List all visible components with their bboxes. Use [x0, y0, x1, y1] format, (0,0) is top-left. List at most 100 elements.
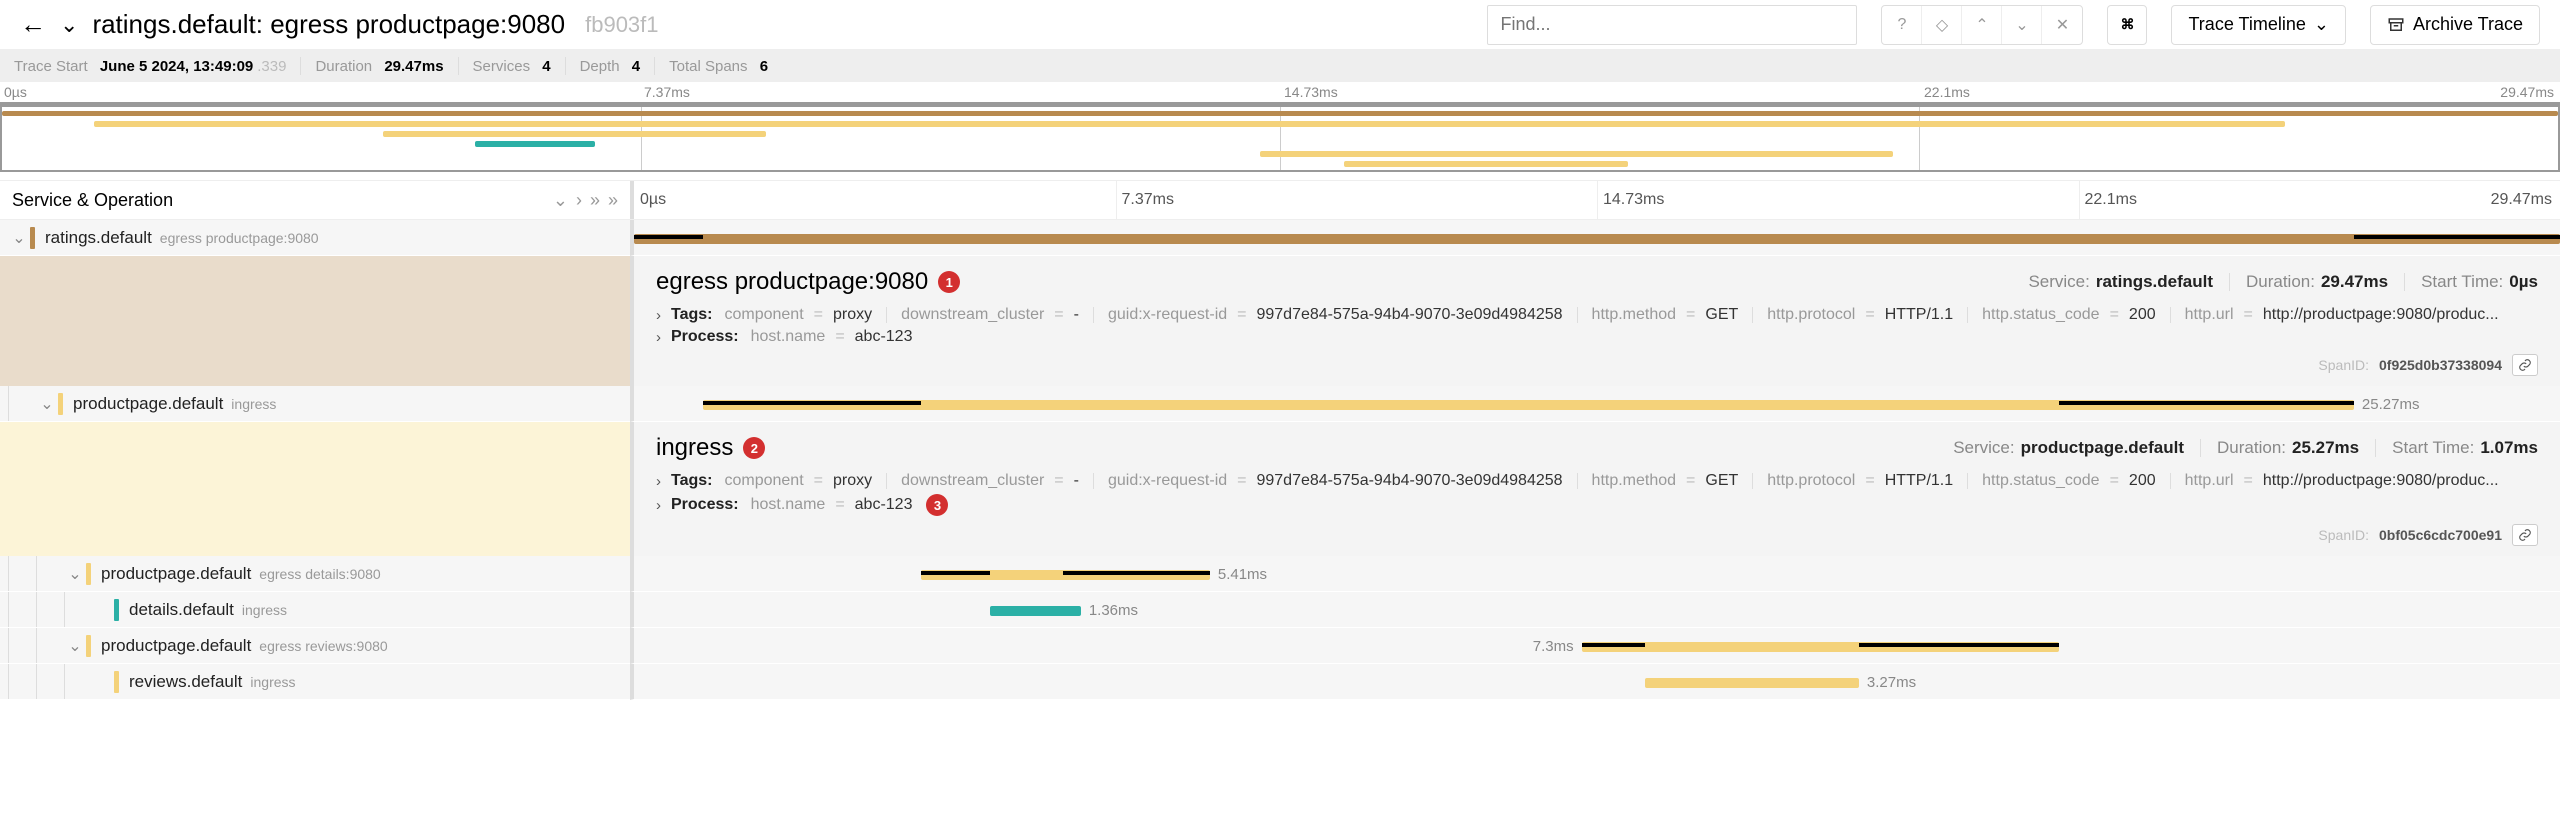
span-bar[interactable] [634, 234, 2560, 244]
service-color-tick [30, 227, 35, 249]
back-arrow-icon[interactable]: ← [20, 9, 46, 40]
tag-value: HTTP/1.1 [1885, 306, 1953, 324]
minimap-span [475, 141, 595, 147]
detail-duration-value: 25.27ms [2292, 438, 2359, 458]
tag-key: http.status_code [1982, 472, 2099, 490]
service-color-tick [86, 563, 91, 585]
tree-controls: ⌄ › » » [553, 190, 618, 211]
next-match-icon[interactable]: ⌄ [2002, 6, 2042, 44]
copy-span-id-button[interactable] [2512, 524, 2538, 546]
tag-key: http.url [2185, 306, 2234, 324]
span-detail: ingress2Service: productpage.defaultDura… [0, 422, 2560, 556]
annotation-badge: 1 [938, 271, 960, 293]
keyboard-shortcuts-button[interactable]: ⌘ [2107, 5, 2147, 45]
prev-match-icon[interactable]: ⌃ [1962, 6, 2002, 44]
row-chevron-icon[interactable]: ⌄ [64, 564, 86, 584]
help-icon[interactable]: ? [1882, 6, 1922, 44]
chevron-right-icon[interactable]: › [656, 329, 661, 346]
span-id-value: 0bf05c6cdc700e91 [2379, 527, 2502, 543]
expand-one-icon[interactable]: › [576, 190, 582, 211]
kv-section-label: Tags: [671, 306, 712, 324]
tick-label: 7.37ms [644, 84, 690, 100]
tag-key: http.protocol [1767, 472, 1855, 490]
span-row[interactable]: ⌄productpage.defaultingress25.27ms [0, 386, 2560, 422]
minimap-span [1260, 151, 1894, 157]
service-color-tick [86, 635, 91, 657]
span-grid: ⌄ratings.defaultegress productpage:9080e… [0, 220, 2560, 700]
minimap-span [94, 121, 2284, 127]
tick-label: 22.1ms [1924, 84, 1970, 100]
operation-name: egress details:9080 [259, 566, 380, 582]
detail-duration-label: Duration: [2217, 438, 2286, 458]
span-id-value: 0f925d0b37338094 [2379, 357, 2502, 373]
span-bar[interactable] [1645, 678, 1859, 688]
tag-value: 200 [2129, 306, 2156, 324]
tag-key: component [724, 306, 803, 324]
detail-start-label: Start Time: [2392, 438, 2474, 458]
tag-value: abc-123 [855, 328, 913, 346]
tag-key: http.status_code [1982, 306, 2099, 324]
tag-value: 997d7e84-575a-94b4-9070-3e09d4984258 [1256, 306, 1562, 324]
copy-span-id-button[interactable] [2512, 354, 2538, 376]
link-icon [2518, 528, 2532, 542]
service-name: details.default [129, 600, 234, 620]
row-chevron-icon[interactable]: ⌄ [64, 636, 86, 656]
service-color-tick [114, 671, 119, 693]
chevron-right-icon[interactable]: › [656, 497, 661, 514]
meta-spans-label: Total Spans [669, 58, 747, 75]
archive-icon [2387, 16, 2405, 34]
archive-trace-button[interactable]: Archive Trace [2370, 5, 2540, 45]
span-row[interactable]: details.defaultingress1.36ms [0, 592, 2560, 628]
collapse-chevron-icon[interactable]: ⌄ [60, 12, 78, 38]
find-input[interactable] [1487, 5, 1857, 45]
detail-service-value: ratings.default [2096, 272, 2213, 292]
view-mode-dropdown[interactable]: Trace Timeline ⌄ [2171, 5, 2345, 45]
chevron-right-icon[interactable]: › [656, 473, 661, 490]
span-row[interactable]: reviews.defaultingress3.27ms [0, 664, 2560, 700]
detail-duration-label: Duration: [2246, 272, 2315, 292]
span-bar[interactable] [990, 606, 1081, 616]
collapse-all-icon[interactable]: » [590, 190, 600, 211]
collapse-one-icon[interactable]: ⌄ [553, 190, 568, 211]
span-row[interactable]: ⌄productpage.defaultegress reviews:90807… [0, 628, 2560, 664]
expand-all-icon[interactable]: » [608, 190, 618, 211]
detail-service-value: productpage.default [2021, 438, 2184, 458]
tick-label: 0µs [4, 84, 27, 100]
meta-services-label: Services [473, 58, 531, 75]
tick-label: 14.73ms [1603, 191, 1664, 209]
span-row[interactable]: ⌄ratings.defaultegress productpage:9080 [0, 220, 2560, 256]
clear-find-icon[interactable]: ✕ [2042, 6, 2082, 44]
row-chevron-icon[interactable]: ⌄ [8, 228, 30, 248]
minimap[interactable] [0, 102, 2560, 172]
tag-key: guid:x-request-id [1108, 306, 1227, 324]
chevron-right-icon[interactable]: › [656, 307, 661, 324]
meta-duration-value: 29.47ms [384, 58, 443, 75]
span-row[interactable]: ⌄productpage.defaultegress details:90805… [0, 556, 2560, 592]
locate-icon[interactable]: ◇ [1922, 6, 1962, 44]
span-id-label: SpanID: [2318, 527, 2369, 543]
tick-label: 29.47ms [2491, 191, 2552, 209]
service-color-tick [58, 393, 63, 415]
tag-key: http.url [2185, 472, 2234, 490]
minimap-span [383, 131, 766, 137]
tag-value: abc-123 [855, 496, 913, 514]
tag-key: http.protocol [1767, 306, 1855, 324]
detail-start-label: Start Time: [2421, 272, 2503, 292]
annotation-badge: 3 [926, 494, 948, 516]
view-mode-label: Trace Timeline [2188, 14, 2305, 35]
service-name: ratings.default [45, 228, 152, 248]
tick-label: 14.73ms [1284, 84, 1338, 100]
tag-key: component [724, 472, 803, 490]
service-name: productpage.default [101, 564, 251, 584]
row-chevron-icon[interactable]: ⌄ [36, 394, 58, 414]
tag-value: proxy [833, 472, 872, 490]
chevron-down-icon: ⌄ [2314, 14, 2329, 35]
tag-value: 200 [2129, 472, 2156, 490]
span-duration-label: 7.3ms [1533, 638, 1574, 655]
meta-services-value: 4 [542, 58, 550, 75]
tag-value: 997d7e84-575a-94b4-9070-3e09d4984258 [1256, 472, 1562, 490]
meta-spans-value: 6 [760, 58, 768, 75]
tag-key: http.method [1592, 306, 1677, 324]
trace-meta-bar: Trace Start June 5 2024, 13:49:09 .339 D… [0, 50, 2560, 82]
operation-name: egress reviews:9080 [259, 638, 387, 654]
